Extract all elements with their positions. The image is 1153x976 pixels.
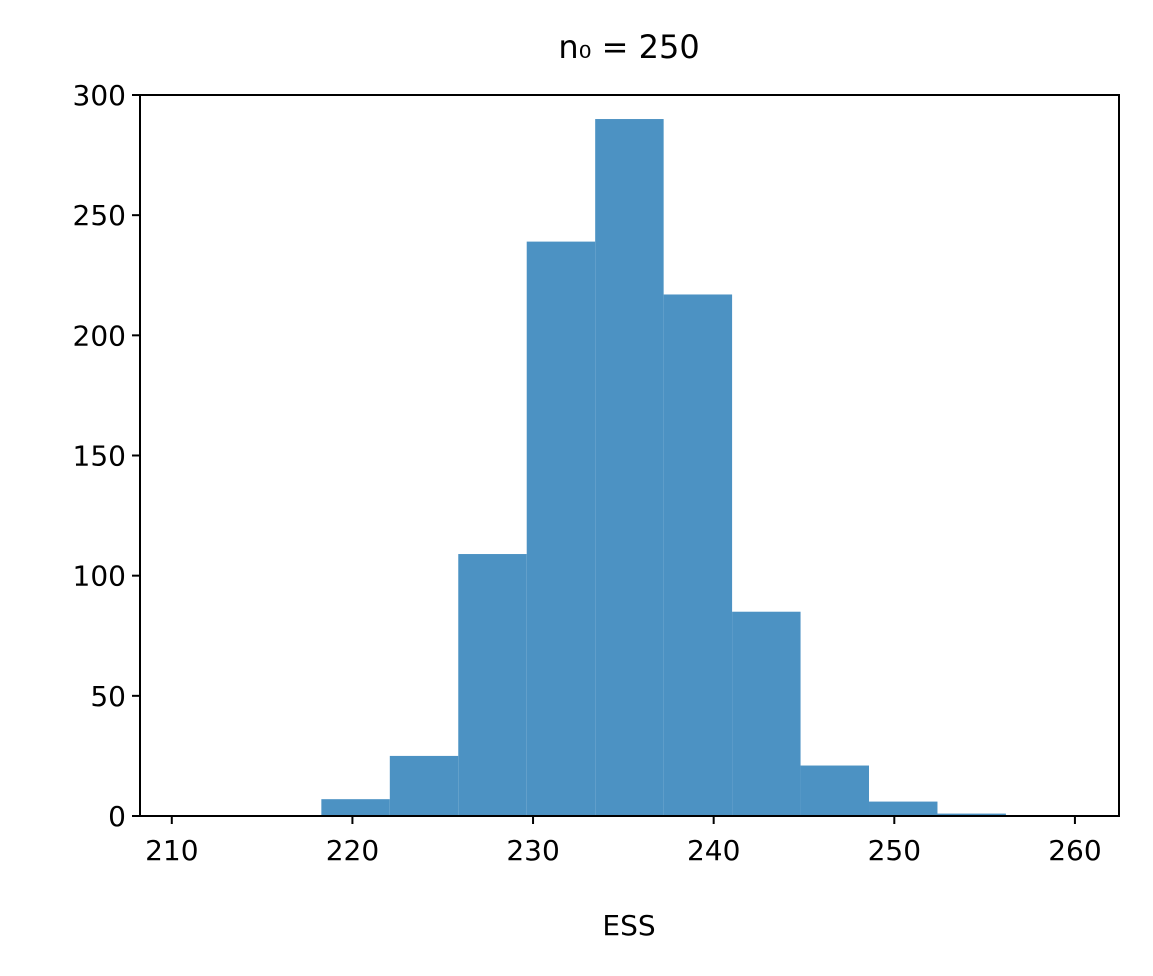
x-tick-label: 230 [506, 834, 559, 867]
bar [732, 611, 801, 816]
y-tick-label: 50 [90, 680, 126, 713]
plot-frame [139, 94, 1120, 817]
y-tick-label: 0 [108, 800, 126, 833]
x-tick-label: 220 [326, 834, 379, 867]
bar [321, 799, 390, 816]
bar [458, 554, 527, 816]
x-tick-label: 250 [868, 834, 921, 867]
bar [663, 294, 733, 816]
y-tick-label: 300 [73, 79, 126, 112]
y-tick-label: 150 [73, 440, 126, 473]
bar [526, 241, 596, 816]
bar [389, 755, 459, 816]
y-tick-label: 250 [73, 199, 126, 232]
chart-title: n₀ = 250 [558, 28, 699, 66]
bar [937, 813, 1006, 816]
bar [595, 119, 664, 817]
y-tick-label: 100 [73, 560, 126, 593]
x-axis-label: ESS [602, 909, 655, 942]
y-tick-label: 200 [73, 319, 126, 352]
bar [869, 801, 938, 816]
x-tick-label: 210 [145, 834, 198, 867]
bar [800, 765, 870, 816]
x-tick-label: 260 [1048, 834, 1101, 867]
x-tick-label: 240 [687, 834, 740, 867]
